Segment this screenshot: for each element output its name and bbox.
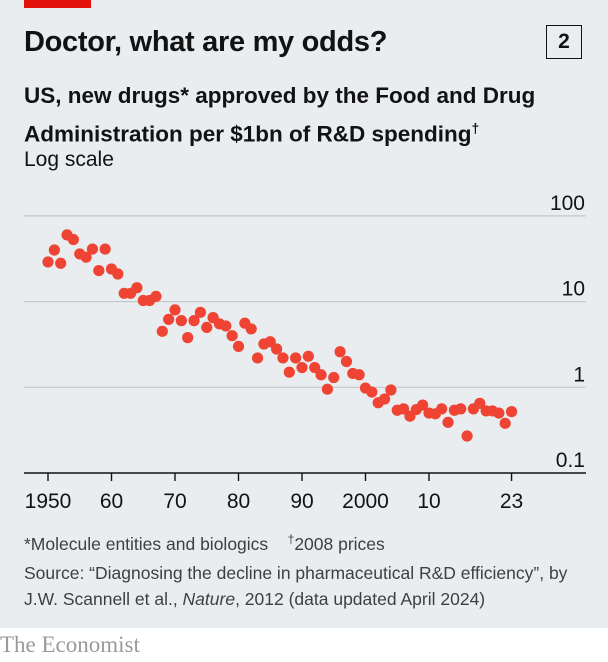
- subtitle-dagger: †: [471, 120, 480, 136]
- data-point: [150, 290, 162, 302]
- source-note: Source: “Diagnosing the decline in pharm…: [24, 560, 599, 612]
- data-point: [232, 340, 245, 353]
- data-point: [455, 403, 467, 415]
- subtitle-text: US, new drugs* approved by the Food and …: [24, 83, 536, 147]
- data-points: [42, 229, 518, 442]
- data-point: [378, 393, 391, 405]
- data-point: [499, 417, 511, 429]
- data-point: [226, 330, 238, 342]
- data-point: [264, 336, 276, 348]
- x-tick-label: 60: [100, 490, 123, 513]
- footnote-molecules: *Molecule entities and biologics: [24, 533, 269, 554]
- data-point: [366, 386, 378, 398]
- brand-red-tag: [24, 0, 91, 8]
- scale-note: Log scale: [24, 148, 114, 171]
- data-point: [436, 403, 448, 415]
- data-point: [353, 369, 365, 381]
- data-point: [334, 346, 346, 358]
- y-tick-label: 1: [573, 363, 585, 386]
- brand-wordmark: The Economist: [0, 632, 140, 657]
- data-point: [86, 243, 99, 255]
- data-point: [321, 383, 333, 395]
- x-tick-label: 1950: [25, 490, 72, 513]
- data-point: [220, 320, 232, 332]
- x-tick-label: 80: [227, 490, 250, 513]
- data-point: [99, 243, 111, 255]
- data-point: [461, 430, 473, 442]
- data-point: [131, 282, 143, 294]
- chart-card: Doctor, what are my odds? 2 US, new drug…: [0, 0, 608, 628]
- chart-subtitle: US, new drugs* approved by the Food and …: [24, 80, 599, 151]
- y-tick-label: 100: [550, 192, 585, 215]
- data-point: [163, 313, 175, 325]
- data-point: [194, 306, 206, 318]
- data-point: [505, 406, 518, 418]
- data-point: [188, 315, 200, 327]
- data-point: [67, 233, 79, 246]
- data-point: [290, 352, 302, 364]
- data-point: [156, 325, 168, 337]
- data-point: [296, 361, 308, 374]
- y-tick-label: 0.1: [556, 449, 585, 472]
- data-point: [80, 251, 92, 263]
- data-point: [48, 244, 60, 256]
- source-journal: Nature: [182, 589, 236, 609]
- data-point: [42, 256, 54, 268]
- data-point: [493, 407, 505, 419]
- data-point: [302, 350, 314, 362]
- x-axis: 1950 60 70 80 90 2000 10 23: [24, 472, 586, 513]
- source-suffix: , 2012 (data updated April 2024): [235, 589, 486, 609]
- chart-title: Doctor, what are my odds?: [24, 26, 388, 58]
- gridlines: [24, 215, 586, 388]
- footnote-prices: 2008 prices: [294, 533, 385, 554]
- data-point: [271, 343, 283, 355]
- data-point: [385, 384, 397, 396]
- data-point: [175, 315, 187, 327]
- data-point: [112, 268, 124, 280]
- footnotes: *Molecule entities and biologics †2008 p…: [24, 532, 385, 555]
- data-point: [251, 352, 264, 364]
- data-point: [277, 352, 289, 364]
- data-point: [283, 366, 295, 378]
- data-point: [442, 416, 454, 428]
- data-point: [340, 355, 353, 368]
- data-point: [55, 257, 67, 269]
- data-point: [169, 304, 181, 316]
- footnote-dagger: †: [287, 532, 295, 546]
- data-point: [315, 369, 327, 381]
- x-tick-label: 10: [417, 490, 440, 513]
- data-point: [474, 397, 486, 409]
- y-tick-labels: 0.1 1 10 100: [550, 192, 585, 472]
- data-point: [417, 399, 429, 411]
- data-point: [398, 403, 410, 415]
- data-point: [182, 332, 194, 344]
- chart-number-badge: 2: [546, 25, 582, 59]
- x-tick-label: 2000: [342, 490, 389, 513]
- data-point: [309, 361, 321, 374]
- scatter-chart: 0.1 1 10 100 1950 60 70 80 90 2000 10 23: [24, 192, 586, 513]
- data-point: [328, 371, 340, 384]
- data-point: [93, 264, 105, 277]
- y-tick-label: 10: [562, 278, 585, 301]
- x-tick-label: 23: [500, 490, 523, 513]
- x-tick-label: 90: [290, 490, 313, 513]
- source-prefix: Source: “Diagnosing the decline in pharm…: [24, 563, 568, 609]
- data-point: [201, 321, 213, 333]
- x-tick-label: 70: [163, 490, 186, 513]
- data-point: [245, 323, 257, 335]
